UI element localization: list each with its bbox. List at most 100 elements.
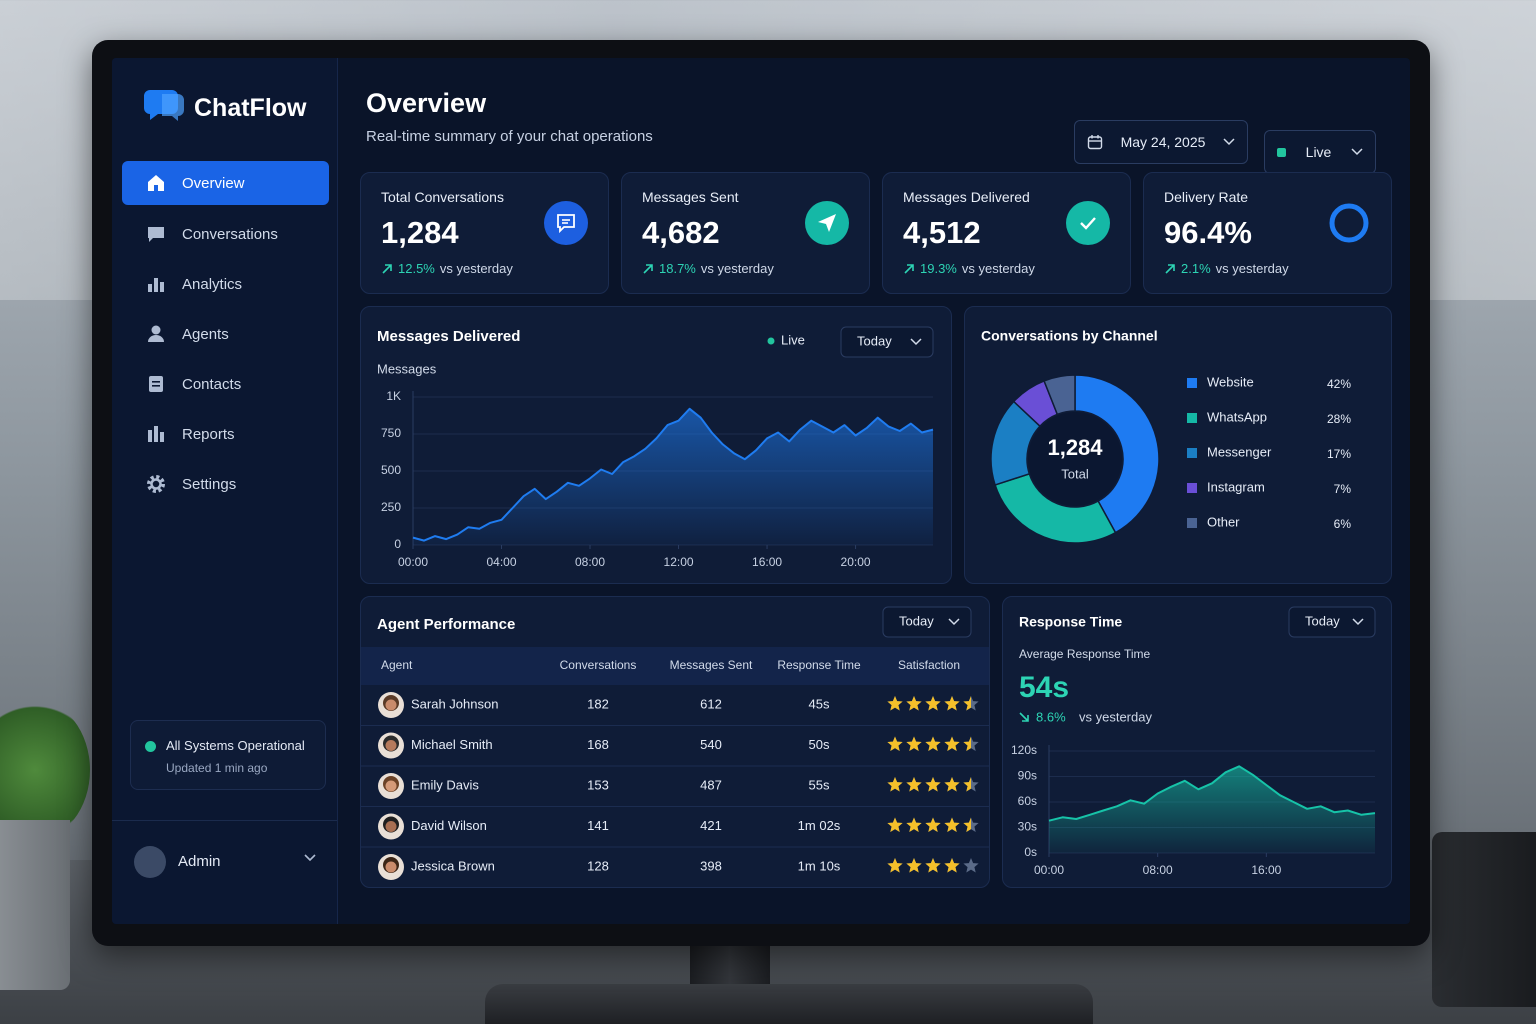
user-name[interactable]: Admin bbox=[178, 853, 221, 870]
legend-value: 6% bbox=[1334, 517, 1352, 531]
stand-base bbox=[485, 984, 1093, 1024]
nav-label: Analytics bbox=[182, 275, 243, 293]
table-cell: 168 bbox=[587, 737, 609, 752]
y-tick-label: 30s bbox=[1018, 820, 1037, 834]
shape bbox=[154, 426, 158, 442]
star-fill-clip bbox=[906, 858, 922, 873]
date-label: May 24, 2025 bbox=[1120, 134, 1206, 150]
star-fill-clip bbox=[925, 777, 941, 792]
nav-icon bbox=[149, 376, 163, 392]
column-header: Messages Sent bbox=[670, 658, 753, 672]
star-fill-clip bbox=[906, 696, 922, 711]
chevron[interactable] bbox=[304, 854, 316, 862]
status-dot bbox=[145, 741, 156, 752]
legend-swatch bbox=[1187, 378, 1197, 388]
star-fill-clip bbox=[963, 777, 971, 792]
period-select[interactable]: Today bbox=[882, 606, 972, 638]
kpi-change: 2.1% vs yesterday bbox=[1164, 261, 1289, 276]
x-tick-label: 08:00 bbox=[1143, 863, 1173, 877]
shape bbox=[643, 263, 653, 274]
shape bbox=[160, 282, 164, 292]
rating bbox=[887, 858, 979, 873]
nav-item[interactable]: Agents bbox=[122, 312, 329, 356]
star-fill-clip bbox=[906, 736, 922, 751]
table-cell: 540 bbox=[700, 737, 722, 752]
area-fill bbox=[1049, 766, 1375, 853]
star-full bbox=[963, 777, 971, 792]
nav-item[interactable]: Overview bbox=[122, 161, 329, 205]
shape bbox=[1351, 148, 1363, 156]
nav-icon bbox=[148, 227, 164, 242]
star-fill-clip bbox=[925, 736, 941, 751]
star-fill-clip bbox=[963, 696, 971, 711]
screen: ChatFlow Overview Conversations Analytic… bbox=[112, 58, 1410, 924]
send-icon bbox=[818, 214, 836, 232]
legend-value: 28% bbox=[1327, 412, 1351, 426]
dropdown-label: Today bbox=[857, 333, 892, 348]
star-empty bbox=[963, 858, 979, 873]
star-fill-clip bbox=[887, 777, 903, 792]
star-fill-clip bbox=[906, 777, 922, 792]
legend-value: 42% bbox=[1327, 377, 1351, 391]
down-arrow bbox=[1019, 712, 1029, 722]
area-fill bbox=[413, 408, 933, 545]
star-fill-clip bbox=[944, 736, 960, 751]
mode-select[interactable]: Live bbox=[1264, 130, 1376, 174]
kpi-label: Delivery Rate bbox=[1164, 189, 1249, 205]
shape bbox=[148, 284, 152, 292]
kpi-label: Messages Sent bbox=[642, 189, 739, 205]
dropdown-box bbox=[1288, 606, 1376, 638]
star-full bbox=[925, 696, 941, 711]
star-full bbox=[925, 858, 941, 873]
kpi-value: 4,512 bbox=[903, 215, 981, 250]
nav-label: Reports bbox=[182, 425, 235, 443]
star-full bbox=[925, 817, 941, 832]
star-fill-clip bbox=[887, 858, 903, 873]
y-tick-label: 0 bbox=[394, 537, 401, 551]
star-fill-clip bbox=[887, 817, 903, 832]
kpi-icon bbox=[1066, 201, 1110, 245]
up-arrow bbox=[904, 263, 914, 274]
nav-item[interactable]: Reports bbox=[122, 412, 329, 456]
period-select[interactable]: Today bbox=[1288, 606, 1376, 638]
messages-card: Messages Delivered Live Today Messages 0 250 5… bbox=[360, 306, 952, 584]
star-full bbox=[963, 736, 971, 751]
response-card: Response Time Today Average Response Time 5… bbox=[1002, 596, 1392, 888]
table-cell: 612 bbox=[700, 696, 722, 711]
y-tick-label: 90s bbox=[1018, 769, 1037, 783]
kpi-change-value: 18.7% bbox=[659, 261, 696, 276]
table-cell: 141 bbox=[587, 818, 609, 833]
shape bbox=[148, 227, 164, 242]
nav-icon bbox=[147, 475, 165, 493]
live-dot bbox=[1277, 147, 1286, 157]
date-picker[interactable]: May 24, 2025 bbox=[1074, 120, 1248, 164]
star-full bbox=[906, 777, 922, 792]
shape bbox=[148, 175, 164, 191]
shape bbox=[154, 278, 158, 292]
nav-item[interactable]: Settings bbox=[122, 462, 329, 506]
nav-item[interactable]: Contacts bbox=[122, 362, 329, 406]
chevron bbox=[1351, 148, 1363, 156]
star-full bbox=[887, 736, 903, 751]
dropdown-label: Today bbox=[1305, 613, 1340, 628]
x-tick-label: 00:00 bbox=[1034, 863, 1064, 877]
period-select[interactable]: Today bbox=[840, 326, 934, 358]
kpi-icon bbox=[1327, 201, 1371, 245]
kpi-change: 19.3% vs yesterday bbox=[903, 261, 1035, 276]
donut-center-value: 1,284 bbox=[1047, 435, 1103, 460]
card-title: Response Time bbox=[1019, 614, 1122, 630]
column-header: Conversations bbox=[560, 658, 637, 672]
avatar-face bbox=[385, 861, 397, 873]
divider bbox=[112, 820, 337, 821]
nav-item[interactable]: Conversations bbox=[122, 212, 329, 256]
kpi-icon bbox=[805, 201, 849, 245]
nav-item[interactable]: Analytics bbox=[122, 262, 329, 306]
table-cell: 153 bbox=[587, 777, 609, 792]
table-cell: 1m 10s bbox=[798, 858, 841, 873]
nav-icon bbox=[148, 278, 164, 292]
nav-label: Conversations bbox=[182, 225, 278, 243]
column-header: Agent bbox=[381, 658, 413, 672]
table-cell: 421 bbox=[700, 818, 722, 833]
up-arrow bbox=[1165, 263, 1175, 274]
status-title: All Systems Operational bbox=[166, 738, 305, 753]
